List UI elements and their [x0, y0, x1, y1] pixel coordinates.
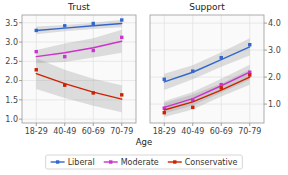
panel: 1.0 2.0 3.0 4.0 18-29 40-49 60-69 70-79 Support — [150, 2, 281, 136]
data-point — [120, 93, 123, 96]
grid-line — [221, 15, 222, 123]
x-tick — [93, 123, 94, 126]
data-point — [63, 24, 66, 27]
data-point — [220, 56, 223, 59]
data-point — [220, 83, 223, 86]
title: Support — [189, 2, 225, 12]
regression-line — [164, 77, 250, 110]
x-tick-label: 70-79 — [110, 127, 133, 136]
y-tick — [264, 77, 267, 78]
legend-swatch — [51, 161, 65, 162]
y-tick — [19, 119, 22, 120]
x-tick-label: 60-69 — [82, 127, 105, 136]
data-point — [92, 49, 95, 52]
data-point — [120, 36, 123, 39]
y-tick — [19, 22, 22, 23]
regression-line — [164, 47, 250, 82]
legend-label: Moderate — [121, 158, 159, 167]
data-point — [35, 29, 38, 32]
y-tick — [264, 104, 267, 105]
data-point — [63, 84, 66, 87]
grid-line — [93, 15, 94, 123]
confidence-band — [36, 30, 122, 64]
title: Trust — [67, 2, 90, 12]
chart: 1.0 1.5 2.0 2.5 3.0 3.5 18-29 40-49 60-69 70-79 Tr… — [0, 0, 288, 175]
x-tick-label: 60-69 — [210, 127, 233, 136]
y-tick-label: 2.0 — [268, 73, 281, 82]
data-point — [120, 18, 123, 21]
x-tick-label: 40-49 — [181, 127, 204, 136]
x-tick — [221, 123, 222, 126]
plot-frame — [22, 15, 136, 123]
grid-line — [150, 23, 264, 24]
legend-label: Liberal — [68, 158, 95, 167]
data-point — [220, 86, 223, 89]
y-tick-label: 1.0 — [268, 100, 281, 109]
y-tick — [19, 80, 22, 81]
x-tick — [249, 123, 250, 126]
data-point — [248, 73, 251, 76]
y-tick-label: 3.0 — [268, 46, 281, 55]
panel: 1.0 1.5 2.0 2.5 3.0 3.5 18-29 40-49 60-69 70-79 Tr… — [5, 2, 136, 136]
confidence-band — [36, 58, 122, 112]
data-point — [92, 91, 95, 94]
y-tick — [19, 99, 22, 100]
y-tick — [264, 23, 267, 24]
legend-box — [46, 155, 243, 169]
plot-frame — [150, 15, 264, 123]
legend-swatch — [104, 161, 118, 162]
confidence-band — [164, 70, 250, 118]
x-tick-label: 40-49 — [53, 127, 76, 136]
y-tick-label: 3.0 — [5, 38, 18, 47]
grid-line — [22, 119, 136, 120]
x-tick-label: 70-79 — [238, 127, 261, 136]
data-point — [63, 55, 66, 58]
data-layer — [163, 38, 252, 117]
x-tick — [121, 123, 122, 126]
legend: Liberal Moderate Conservative — [46, 155, 243, 169]
x-tick — [64, 123, 65, 126]
legend-marker — [56, 160, 59, 163]
y-tick — [19, 42, 22, 43]
plot-background — [150, 15, 264, 123]
regression-line — [36, 74, 122, 99]
regression-line — [36, 41, 122, 56]
legend-label: Conservative — [185, 158, 238, 167]
x-axis-label: Age — [136, 137, 152, 147]
y-tick-label: 2.0 — [5, 76, 18, 85]
confidence-band — [36, 20, 122, 35]
x-tick-label: 18-29 — [153, 127, 176, 136]
data-point — [163, 78, 166, 81]
legend-marker — [173, 160, 176, 163]
y-tick — [264, 50, 267, 51]
x-tick-label: 18-29 — [25, 127, 48, 136]
plot-background — [22, 15, 136, 123]
y-tick-label: 4.0 — [268, 19, 281, 28]
data-point — [191, 106, 194, 109]
regression-line — [164, 72, 250, 107]
y-tick-label: 3.5 — [5, 19, 18, 28]
data-layer — [35, 18, 124, 112]
y-tick-label: 1.0 — [5, 115, 18, 124]
y-tick-label: 1.5 — [5, 96, 18, 105]
regression-line — [36, 23, 122, 30]
legend-marker — [109, 160, 112, 163]
x-tick — [36, 123, 37, 126]
y-tick-label: 2.5 — [5, 57, 18, 66]
legend-swatch — [168, 161, 182, 162]
x-tick — [192, 123, 193, 126]
x-tick — [164, 123, 165, 126]
data-point — [163, 111, 166, 114]
y-tick — [19, 61, 22, 62]
data-point — [35, 68, 38, 71]
data-point — [35, 50, 38, 53]
data-point — [92, 22, 95, 25]
data-point — [191, 69, 194, 72]
data-point — [248, 43, 251, 46]
